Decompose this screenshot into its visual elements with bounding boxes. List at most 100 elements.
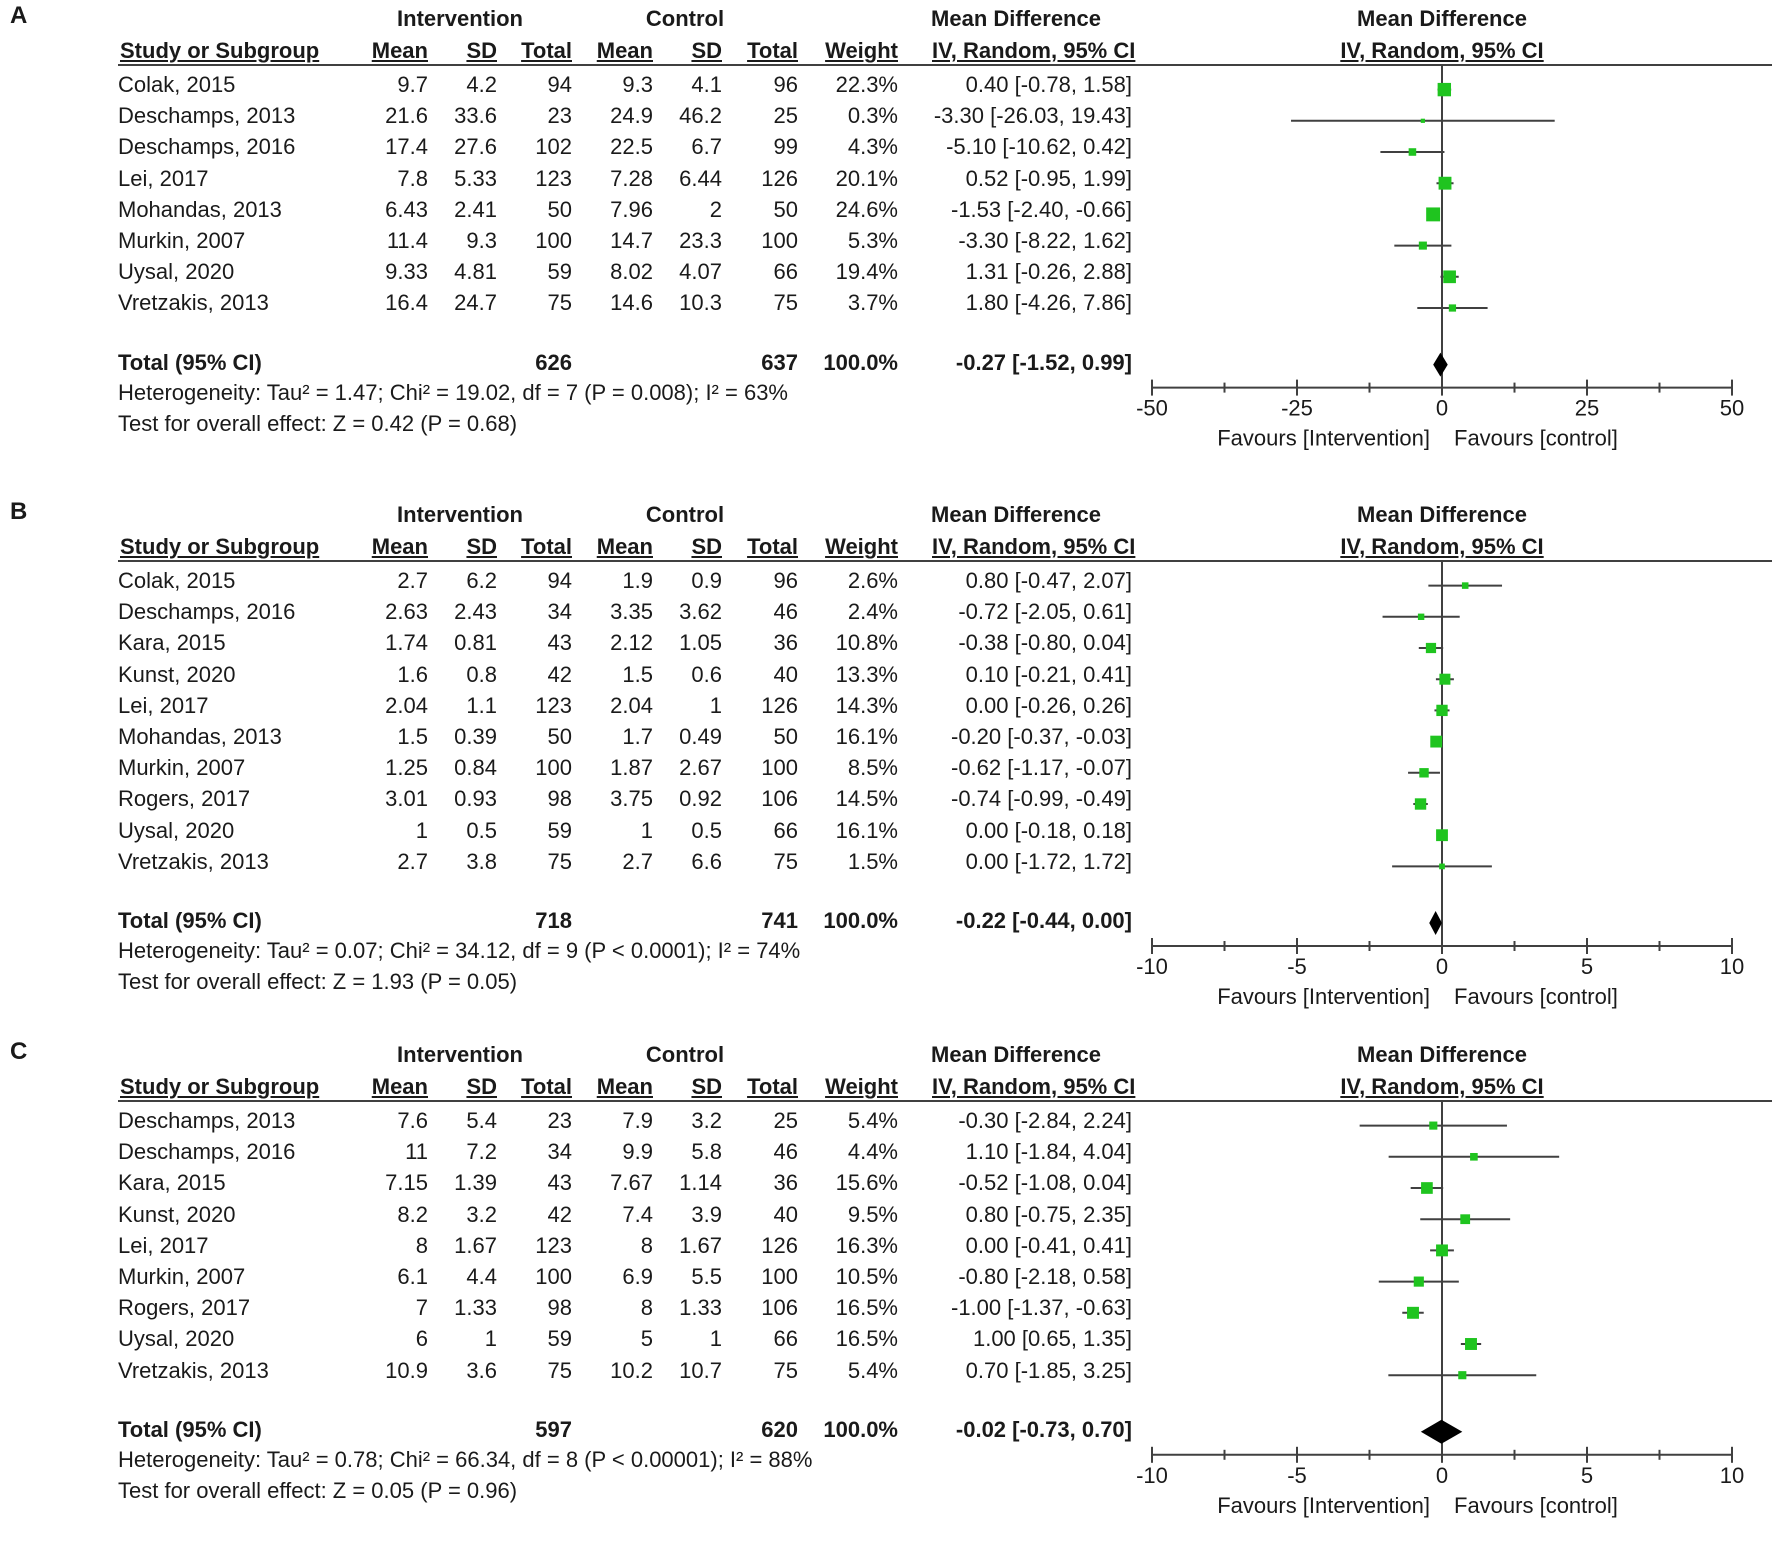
cell-i-mean: 2.7 xyxy=(397,568,428,593)
cell-c-sd: 1.67 xyxy=(679,1232,722,1258)
cell-ci: 1.80 [-4.26, 7.86] xyxy=(965,290,1132,316)
favours-intervention-label: Favours [Intervention] xyxy=(1217,984,1430,1009)
cell-c-total: 50 xyxy=(773,724,798,749)
cell-i-sd: 0.8 xyxy=(466,661,497,687)
column-header-c-sd: SD xyxy=(691,534,722,559)
cell-c-mean: 8 xyxy=(640,1232,653,1258)
column-header-c-mean: Mean xyxy=(596,38,653,63)
cell-weight: 15.6% xyxy=(835,1170,898,1196)
cell-c-sd: 3.9 xyxy=(691,1201,722,1227)
column-header-weight: Weight xyxy=(825,1074,898,1099)
study-name: Lei, 2017 xyxy=(118,692,209,718)
study-name: Deschamps, 2013 xyxy=(118,103,296,129)
cell-i-sd: 7.2 xyxy=(466,1139,497,1165)
total-label: Total (95% CI) xyxy=(118,349,262,375)
table-row: Rogers, 2017 7 1.33 98 8 1.33 106 16.5% -1.00 [-… xyxy=(0,1295,1140,1326)
total-ci: -0.27 [-1.52, 0.99] xyxy=(955,349,1132,375)
cell-c-total: 46 xyxy=(773,1139,798,1165)
cell-c-total: 40 xyxy=(773,1201,798,1227)
table-row: Vretzakis, 2013 16.4 24.7 75 14.6 10.3 75 3.7% 1… xyxy=(0,290,1140,321)
cell-ci: 1.31 [-0.26, 2.88] xyxy=(965,259,1132,285)
total-diamond xyxy=(1420,1419,1463,1444)
cell-ci: -0.52 [-1.08, 0.04] xyxy=(958,1170,1132,1196)
cell-c-mean: 9.9 xyxy=(622,1139,653,1165)
cell-ci: 0.10 [-0.21, 0.41] xyxy=(965,661,1132,687)
total-ci: -0.02 [-0.73, 0.70] xyxy=(955,1416,1132,1442)
table-row: Deschamps, 2013 21.6 33.6 23 24.9 46.2 25 0.3% -… xyxy=(0,103,1140,134)
study-name: Murkin, 2007 xyxy=(118,1264,246,1289)
cell-ci: 1.10 [-1.84, 4.04] xyxy=(965,1139,1132,1165)
study-name: Vretzakis, 2013 xyxy=(118,290,269,316)
column-header-i-sd: SD xyxy=(466,1074,497,1099)
study-name: Kara, 2015 xyxy=(118,1170,226,1196)
cell-i-mean: 11.4 xyxy=(386,228,428,253)
column-header-ci: IV, Random, 95% CI xyxy=(932,38,1136,63)
study-name: Colak, 2015 xyxy=(118,568,236,593)
cell-weight: 4.3% xyxy=(847,134,898,160)
favours-control-label: Favours [control] xyxy=(1454,426,1618,451)
study-name: Deschamps, 2016 xyxy=(118,134,296,160)
table-row: Uysal, 2020 1 0.5 59 1 0.5 66 16.1% 0.00 [-0.18,… xyxy=(0,818,1140,849)
mean-difference-plot-header: Mean Difference xyxy=(1357,6,1527,31)
intervention-group-header: Intervention xyxy=(397,1042,523,1067)
cell-ci: -0.62 [-1.17, -0.07] xyxy=(951,755,1132,781)
cell-i-sd: 0.93 xyxy=(454,786,497,812)
study-marker xyxy=(1414,798,1427,810)
cell-weight: 13.3% xyxy=(835,661,898,687)
table-row: Kunst, 2020 1.6 0.8 42 1.5 0.6 40 13.3% 0.10 [-0… xyxy=(0,662,1140,693)
cell-c-total: 126 xyxy=(761,692,798,718)
cell-i-sd: 5.4 xyxy=(466,1108,497,1133)
cell-c-sd: 4.07 xyxy=(679,259,722,285)
cell-c-total: 66 xyxy=(773,259,798,285)
cell-i-sd: 1.1 xyxy=(466,692,497,718)
study-name: Deschamps, 2016 xyxy=(118,599,296,625)
x-tick-label: -50 xyxy=(1136,396,1168,421)
study-marker xyxy=(1470,1152,1478,1161)
cell-i-mean: 6.43 xyxy=(385,196,428,222)
cell-ci: 1.00 [0.65, 1.35] xyxy=(972,1326,1132,1352)
table-row: Deschamps, 2016 17.4 27.6 102 22.5 6.7 99 4.3% -… xyxy=(0,134,1140,165)
x-tick-label: -5 xyxy=(1287,954,1307,979)
study-marker xyxy=(1426,207,1441,222)
column-header-i-sd: SD xyxy=(466,38,497,63)
table-row: Murkin, 2007 1.25 0.84 100 1.87 2.67 100 8.5% -0… xyxy=(0,755,1140,786)
x-tick-label: -10 xyxy=(1136,954,1168,979)
cell-ci: -3.30 [-8.22, 1.62] xyxy=(958,228,1132,253)
total-intervention: 718 xyxy=(535,908,572,933)
forest-plot-graphic: -10 -5 0 5 10 Favours [Intervention] Favours [… xyxy=(1136,560,1744,1009)
x-tick-label: -25 xyxy=(1281,396,1313,421)
column-header-i-total: Total xyxy=(521,534,572,559)
column-header-c-sd: SD xyxy=(691,38,722,63)
cell-weight: 22.3% xyxy=(835,72,898,97)
study-name: Mohandas, 2013 xyxy=(118,724,282,749)
total-row: Total (95% CI) 718 741 100.0% -0.22 [-0.44, … xyxy=(0,908,1140,939)
cell-ci: -0.74 [-0.99, -0.49] xyxy=(951,786,1132,812)
cell-ci: 0.80 [-0.47, 2.07] xyxy=(965,568,1132,593)
total-intervention: 597 xyxy=(535,1416,572,1442)
study-marker xyxy=(1465,1338,1477,1350)
favours-control-label: Favours [control] xyxy=(1454,1493,1618,1518)
cell-i-sd: 1.39 xyxy=(454,1170,497,1196)
cell-c-total: 106 xyxy=(761,786,798,812)
cell-i-total: 23 xyxy=(547,1108,572,1133)
cell-i-total: 75 xyxy=(547,848,572,874)
cell-c-sd: 0.9 xyxy=(691,568,722,593)
cell-i-mean: 9.33 xyxy=(385,259,428,285)
cell-c-mean: 3.35 xyxy=(610,599,653,625)
cell-ci: -0.30 [-2.84, 2.24] xyxy=(958,1108,1132,1133)
cell-i-mean: 7.6 xyxy=(397,1108,428,1133)
cell-i-sd: 1 xyxy=(484,1326,497,1352)
total-control: 741 xyxy=(761,908,798,933)
study-name: Lei, 2017 xyxy=(118,1232,209,1258)
cell-weight: 14.5% xyxy=(835,786,898,812)
study-name: Mohandas, 2013 xyxy=(118,196,282,222)
cell-i-total: 100 xyxy=(535,1264,572,1289)
cell-weight: 5.3% xyxy=(847,228,898,253)
column-header-weight: Weight xyxy=(825,38,898,63)
cell-i-mean: 21.6 xyxy=(385,103,428,129)
column-header-i-total: Total xyxy=(521,38,572,63)
study-name: Uysal, 2020 xyxy=(118,1326,235,1352)
cell-c-mean: 7.96 xyxy=(610,196,653,222)
x-tick-label: 0 xyxy=(1436,1463,1448,1488)
cell-c-total: 126 xyxy=(761,165,798,191)
